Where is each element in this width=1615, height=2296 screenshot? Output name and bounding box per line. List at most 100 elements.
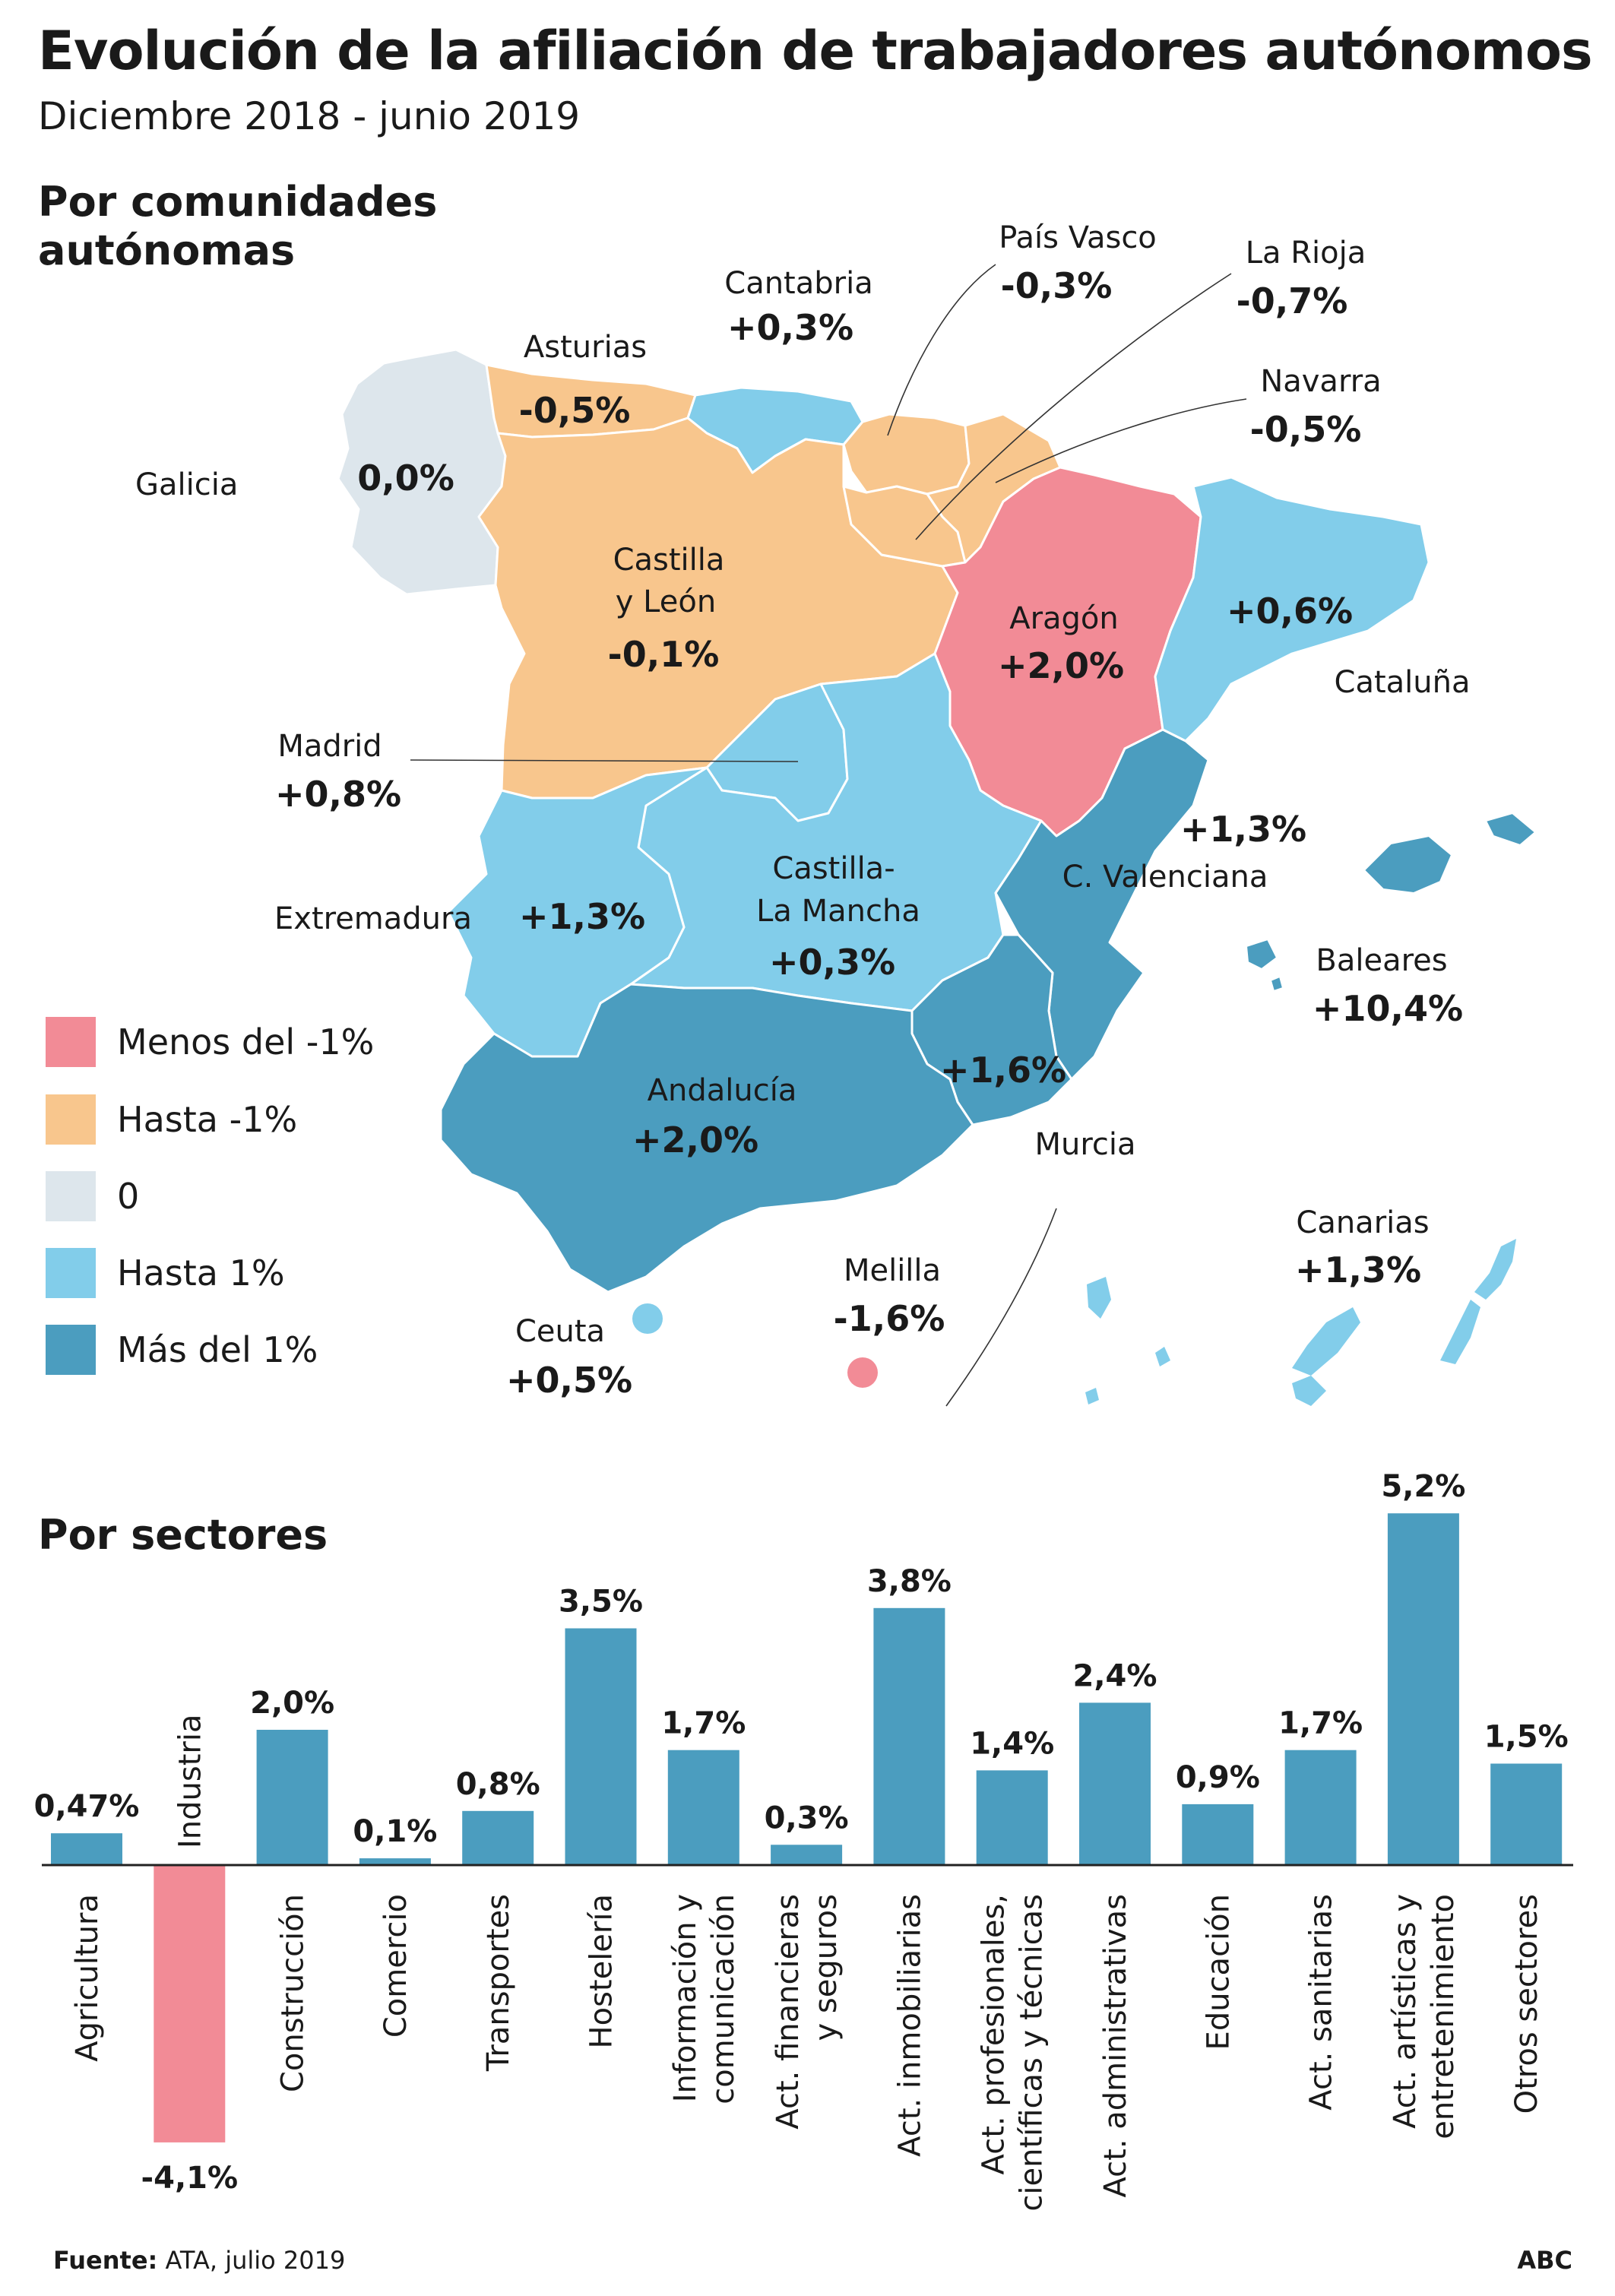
label-madrid-name: Madrid [277, 729, 382, 764]
leader-navarra [995, 398, 1247, 483]
bar-5 [565, 1628, 637, 1865]
bar-0 [51, 1833, 122, 1865]
svg-text:Industria: Industria [173, 1715, 207, 1848]
svg-text:Educación: Educación [1201, 1894, 1236, 2050]
leader-la-rioja [915, 273, 1232, 540]
region-ceuta [632, 1303, 663, 1334]
leader-pais-vasco [887, 264, 996, 436]
label-madrid-value: +0,8% [275, 774, 401, 815]
label-navarra-value: -0,5% [1250, 409, 1362, 450]
region-andalucia [439, 983, 974, 1294]
label-pais-vasco-name: País Vasco [999, 220, 1157, 255]
label-asturias-value: -0,5% [519, 390, 631, 431]
bar-value-label: 0,9% [1176, 1760, 1260, 1795]
label-cantabria-name: Cantabria [724, 266, 872, 301]
label-la-rioja-value: -0,7% [1237, 280, 1348, 321]
label-andalucia-value: +2,0% [632, 1119, 758, 1161]
svg-text:Comercio: Comercio [378, 1894, 413, 2038]
label-galicia-name: Galicia [135, 467, 238, 502]
label-castilla-leon-name-1: Castilla [613, 543, 725, 578]
label-castilla-la-mancha-name-2: La Mancha [756, 894, 920, 929]
label-galicia-value: 0,0% [357, 458, 454, 499]
region-pais-vasco [842, 413, 971, 496]
spain-map: Galicia 0,0% Asturias -0,5% Cantabria +0… [46, 220, 1537, 1407]
bar-value-label: 5,2% [1381, 1469, 1465, 1504]
legend-swatch-hasta-neg [46, 1094, 96, 1145]
brand-label: ABC [1517, 2246, 1572, 2275]
bar-value-label: 0,1% [353, 1814, 437, 1849]
legend-label-cero: 0 [117, 1176, 139, 1217]
label-canarias-value: +1,3% [1295, 1249, 1421, 1291]
svg-text:Act. profesionales,: Act. profesionales, [977, 1894, 1012, 2174]
svg-text:Act. sanitarias: Act. sanitarias [1304, 1894, 1339, 2111]
bar-category-label: Información y comunicación [668, 1894, 741, 2104]
svg-text:Act. administrativas: Act. administrativas [1098, 1894, 1133, 2198]
bar-category-label: Act. administrativas [1098, 1894, 1133, 2198]
label-c-valenciana-name: C. Valenciana [1062, 860, 1268, 895]
bar-2 [256, 1730, 328, 1865]
region-melilla [847, 1357, 878, 1388]
bar-value-label: 1,5% [1484, 1720, 1569, 1755]
label-murcia-value: +1,6% [940, 1050, 1066, 1091]
bar-value-label: -4,1% [141, 2161, 239, 2196]
source-note: Fuente: ATA, julio 2019 [53, 2246, 345, 2275]
legend-swatch-hasta-pos [46, 1248, 96, 1298]
bar-12 [1284, 1750, 1357, 1865]
svg-text:Act. artísticas y: Act. artísticas y [1388, 1894, 1423, 2129]
legend-swatch-mas [46, 1325, 96, 1375]
label-navarra-name: Navarra [1260, 364, 1381, 399]
bar-category-label: Transportes [481, 1894, 516, 2072]
chart-section-title: Por sectores [38, 1511, 328, 1559]
leader-canarias [945, 1208, 1057, 1407]
bar-13 [1387, 1513, 1459, 1865]
legend-swatch-cero [46, 1171, 96, 1221]
bar-value-label: 3,5% [559, 1585, 643, 1620]
bar-category-label: Hostelería [584, 1894, 619, 2048]
bar-category-label: Construcción [276, 1894, 311, 2092]
map-section-title-line1: Por comunidades [38, 178, 438, 226]
bar-value-label: 0,3% [765, 1800, 849, 1835]
label-ceuta-value: +0,5% [506, 1360, 632, 1401]
bar-category-label: Educación [1201, 1894, 1236, 2050]
svg-text:Transportes: Transportes [481, 1894, 516, 2072]
label-la-rioja-name: La Rioja [1246, 236, 1366, 271]
region-cataluna [1154, 476, 1430, 743]
bar-category-label: Act. inmobiliarias [892, 1894, 927, 2157]
label-extremadura-value: +1,3% [519, 896, 645, 937]
bar-category-label: Act. financieras y seguros [771, 1894, 844, 2130]
region-baleares [1245, 812, 1537, 993]
bar-category-label: Industria [173, 1715, 207, 1848]
region-la-rioja [842, 485, 967, 568]
bar-category-label: Act. sanitarias [1304, 1894, 1339, 2111]
legend-swatch-menos [46, 1017, 96, 1067]
bar-category-label: Act. profesionales, científicas y técnica… [977, 1894, 1050, 2212]
svg-text:Información y: Información y [668, 1894, 703, 2102]
label-baleares-name: Baleares [1316, 943, 1447, 978]
bar-14 [1490, 1763, 1563, 1865]
leader-madrid [410, 759, 799, 762]
bar-value-label: 1,4% [970, 1726, 1054, 1761]
map-section-title: Por comunidades autónomas [38, 178, 437, 275]
svg-text:Construcción: Construcción [276, 1894, 311, 2092]
svg-text:y seguros: y seguros [809, 1894, 844, 2041]
label-cataluna-name: Cataluña [1335, 665, 1471, 700]
map-section-title-line2: autónomas [38, 226, 296, 274]
svg-text:comunicación: comunicación [706, 1894, 741, 2104]
page-subtitle: Diciembre 2018 - junio 2019 [38, 94, 581, 138]
page-title: Evolución de la afiliación de trabajador… [38, 20, 1593, 82]
label-extremadura-name: Extremadura [274, 901, 472, 936]
legend-label-hasta-pos: Hasta 1% [117, 1253, 285, 1294]
label-aragon-name: Aragón [1009, 601, 1119, 636]
bar-value-label: 0,47% [34, 1789, 140, 1824]
bar-6 [667, 1750, 739, 1865]
svg-text:Act. inmobiliarias: Act. inmobiliarias [892, 1894, 927, 2157]
bar-category-label: Comercio [378, 1894, 413, 2038]
region-canarias [1085, 1239, 1516, 1406]
bar-11 [1182, 1804, 1254, 1865]
bar-3 [359, 1858, 431, 1865]
svg-text:científicas y técnicas: científicas y técnicas [1015, 1894, 1050, 2212]
bar-value-label: 2,4% [1073, 1658, 1157, 1693]
label-castilla-leon-name-2: y León [616, 584, 716, 619]
bar-value-label: 2,0% [250, 1686, 334, 1721]
svg-text:entretenimiento: entretenimiento [1426, 1894, 1461, 2139]
